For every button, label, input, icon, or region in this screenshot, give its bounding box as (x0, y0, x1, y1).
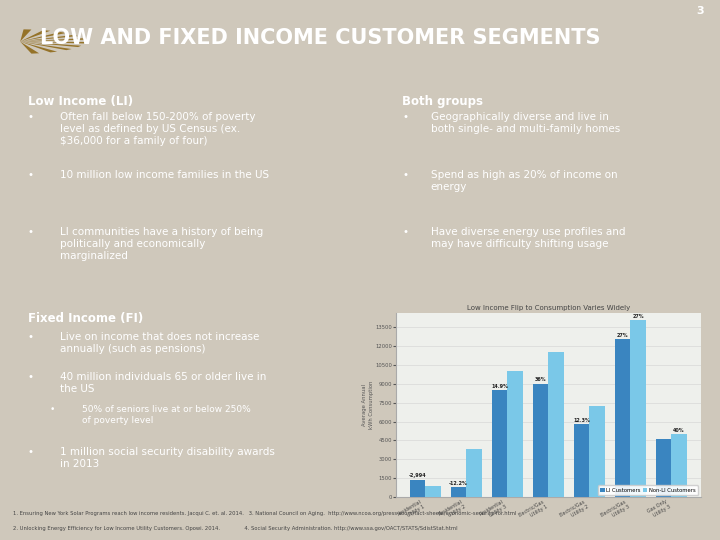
Text: •: • (50, 405, 55, 414)
Text: 36%: 36% (535, 377, 546, 382)
Bar (492, 390, 508, 497)
Text: •: • (402, 170, 408, 180)
Legend: LI Customers, Non-LI Customers: LI Customers, Non-LI Customers (598, 485, 698, 495)
Text: 10 million low income families in the US: 10 million low income families in the US (60, 170, 269, 180)
Text: Low Income (LI): Low Income (LI) (27, 94, 132, 107)
Text: 1 million social security disability awards
in 2013: 1 million social security disability awa… (60, 447, 275, 469)
Text: Geographically diverse and live in
both single- and multi-family homes: Geographically diverse and live in both … (431, 112, 620, 134)
Bar (671, 434, 687, 497)
Text: 40%: 40% (673, 428, 685, 433)
Text: •: • (27, 112, 34, 122)
Text: 40 million individuals 65 or older live in
the US: 40 million individuals 65 or older live … (60, 373, 266, 394)
Text: 12.3%: 12.3% (573, 418, 590, 423)
Bar (549, 352, 564, 497)
Polygon shape (20, 35, 78, 42)
Text: •: • (402, 227, 408, 237)
Text: Have diverse energy use profiles and
may have difficulty shifting usage: Have diverse energy use profiles and may… (431, 227, 625, 249)
Bar (410, 480, 426, 497)
Bar (533, 383, 549, 497)
Polygon shape (20, 42, 85, 44)
Bar (630, 320, 646, 497)
Text: Often fall below 150-200% of poverty
level as defined by US Census (ex.
$36,000 : Often fall below 150-200% of poverty lev… (60, 112, 256, 146)
Text: 3: 3 (696, 6, 704, 16)
Bar (467, 449, 482, 497)
Polygon shape (20, 42, 71, 50)
Text: LOW AND FIXED INCOME CUSTOMER SEGMENTS: LOW AND FIXED INCOME CUSTOMER SEGMENTS (40, 28, 600, 48)
Text: 50% of seniors live at or below 250%
of poverty level: 50% of seniors live at or below 250% of … (82, 405, 251, 425)
Polygon shape (20, 42, 39, 53)
Text: •: • (27, 447, 34, 457)
Text: •: • (402, 112, 408, 122)
Bar (426, 486, 441, 497)
Text: LI communities have a history of being
politically and economically
marginalized: LI communities have a history of being p… (60, 227, 264, 261)
Text: Live on income that does not increase
annually (such as pensions): Live on income that does not increase an… (60, 333, 260, 354)
Polygon shape (20, 42, 57, 52)
Text: •: • (27, 170, 34, 180)
Text: •: • (27, 333, 34, 342)
Bar (589, 406, 605, 497)
Text: 14.9%: 14.9% (491, 383, 508, 389)
Text: Fixed Income (FI): Fixed Income (FI) (27, 312, 143, 325)
Bar (574, 424, 589, 497)
Text: 27%: 27% (632, 314, 644, 319)
Text: •: • (27, 373, 34, 382)
Text: 2. Unlocking Energy Efficiency for Low Income Utility Customers. Opowi. 2014.   : 2. Unlocking Energy Efficiency for Low I… (13, 526, 458, 531)
Polygon shape (20, 32, 66, 42)
Text: Both groups: Both groups (402, 94, 483, 107)
Polygon shape (20, 42, 81, 47)
Title: Low Income Flip to Consumption Varies Widely: Low Income Flip to Consumption Varies Wi… (467, 305, 630, 311)
Bar (656, 439, 671, 497)
Y-axis label: Average Annual
kWh Consumption: Average Annual kWh Consumption (362, 381, 374, 429)
Polygon shape (20, 29, 32, 42)
Text: •: • (27, 227, 34, 237)
Polygon shape (20, 38, 84, 42)
Polygon shape (20, 30, 50, 42)
Bar (451, 487, 467, 497)
Text: 27%: 27% (616, 333, 629, 338)
Text: -12.2%: -12.2% (449, 481, 468, 486)
Bar (615, 339, 630, 497)
Text: 1. Ensuring New York Solar Programs reach low income residents. Jacqui C. et. al: 1. Ensuring New York Solar Programs reac… (13, 511, 516, 516)
Text: Spend as high as 20% of income on
energy: Spend as high as 20% of income on energy (431, 170, 618, 192)
Text: -2,994: -2,994 (409, 474, 426, 478)
Bar (508, 371, 523, 497)
